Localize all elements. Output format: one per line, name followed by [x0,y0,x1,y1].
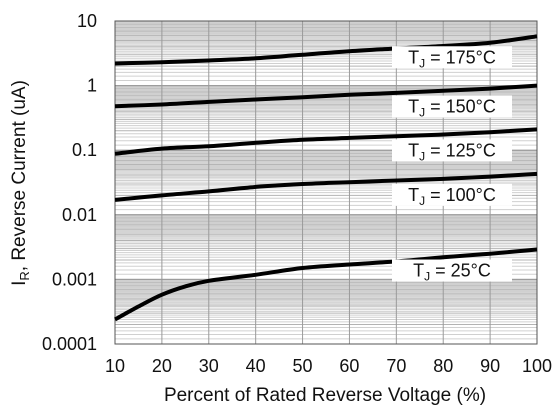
series-line-2 [114,127,538,156]
series-line-4 [114,247,538,322]
x-axis-title: Percent of Rated Reverse Voltage (%) [164,385,486,406]
x-tick-label: 40 [246,356,266,376]
curve-label-main: T [413,261,424,281]
series-line-0 [114,34,538,66]
y-axis-title-rest: , Reverse Current (uA) [9,80,30,271]
x-tick-label: 70 [386,356,406,376]
curve-label-box-2 [392,139,512,162]
x-tick-label: 100 [522,356,552,376]
curve-label-4: TJ = 25°C [413,261,491,284]
curve-label-1: TJ = 150°C [408,97,496,120]
curve-label-0: TJ = 175°C [408,47,496,70]
curve-label-3: TJ = 100°C [408,185,496,208]
series-line-3 [114,171,538,202]
x-tick-label: 90 [480,356,500,376]
curve-label-2: TJ = 125°C [408,140,496,163]
x-tick-label: 10 [105,356,125,376]
y-axis-title-sub: R [17,271,32,280]
curve-label-sub: J [419,106,425,120]
curve-label-sub: J [424,270,430,284]
x-tick-label: 20 [152,356,172,376]
curve-label-main: T [408,47,419,67]
curve-label-box-0 [392,46,512,69]
y-tick-label: 10 [77,11,97,31]
y-tick-label: 0.1 [72,140,97,160]
curve-label-sub: J [419,194,425,208]
curve-label-box-3 [392,183,512,206]
y-tick-labels: 0.0001 0.001 0.01 0.1 1 10 [42,11,97,354]
curve-label-main: T [408,97,419,117]
x-tick-labels: 10 20 30 40 50 60 70 80 90 100 [105,356,552,376]
curve-label-box-4 [392,259,512,282]
y-tick-label: 0.0001 [42,334,97,354]
curve-label-main: T [408,140,419,160]
curve-labels: TJ = 175°CTJ = 150°CTJ = 125°CTJ = 100°C… [392,46,512,284]
curve-label-main: T [408,185,419,205]
y-axis-title: IR, Reverse Current (uA) [9,80,32,286]
series-line-1 [114,83,538,109]
curves [114,34,538,322]
plot-frame [114,20,538,345]
x-tick-label: 30 [199,356,219,376]
curve-label-box-1 [392,95,512,118]
x-tick-label: 60 [339,356,359,376]
y-tick-label: 1 [87,76,97,96]
x-tick-label: 80 [433,356,453,376]
y-tick-label: 0.001 [52,269,97,289]
curve-label-sub: J [419,149,425,163]
y-tick-label: 0.01 [62,205,97,225]
x-tick-label: 50 [293,356,313,376]
y-axis-title-main: I [9,281,30,286]
curve-label-rest: = 100°C [425,185,496,205]
curve-label-rest: = 175°C [425,47,496,67]
curve-label-rest: = 25°C [430,261,491,281]
curve-label-sub: J [419,56,425,70]
curve-label-rest: = 150°C [425,97,496,117]
curve-label-rest: = 125°C [425,140,496,160]
